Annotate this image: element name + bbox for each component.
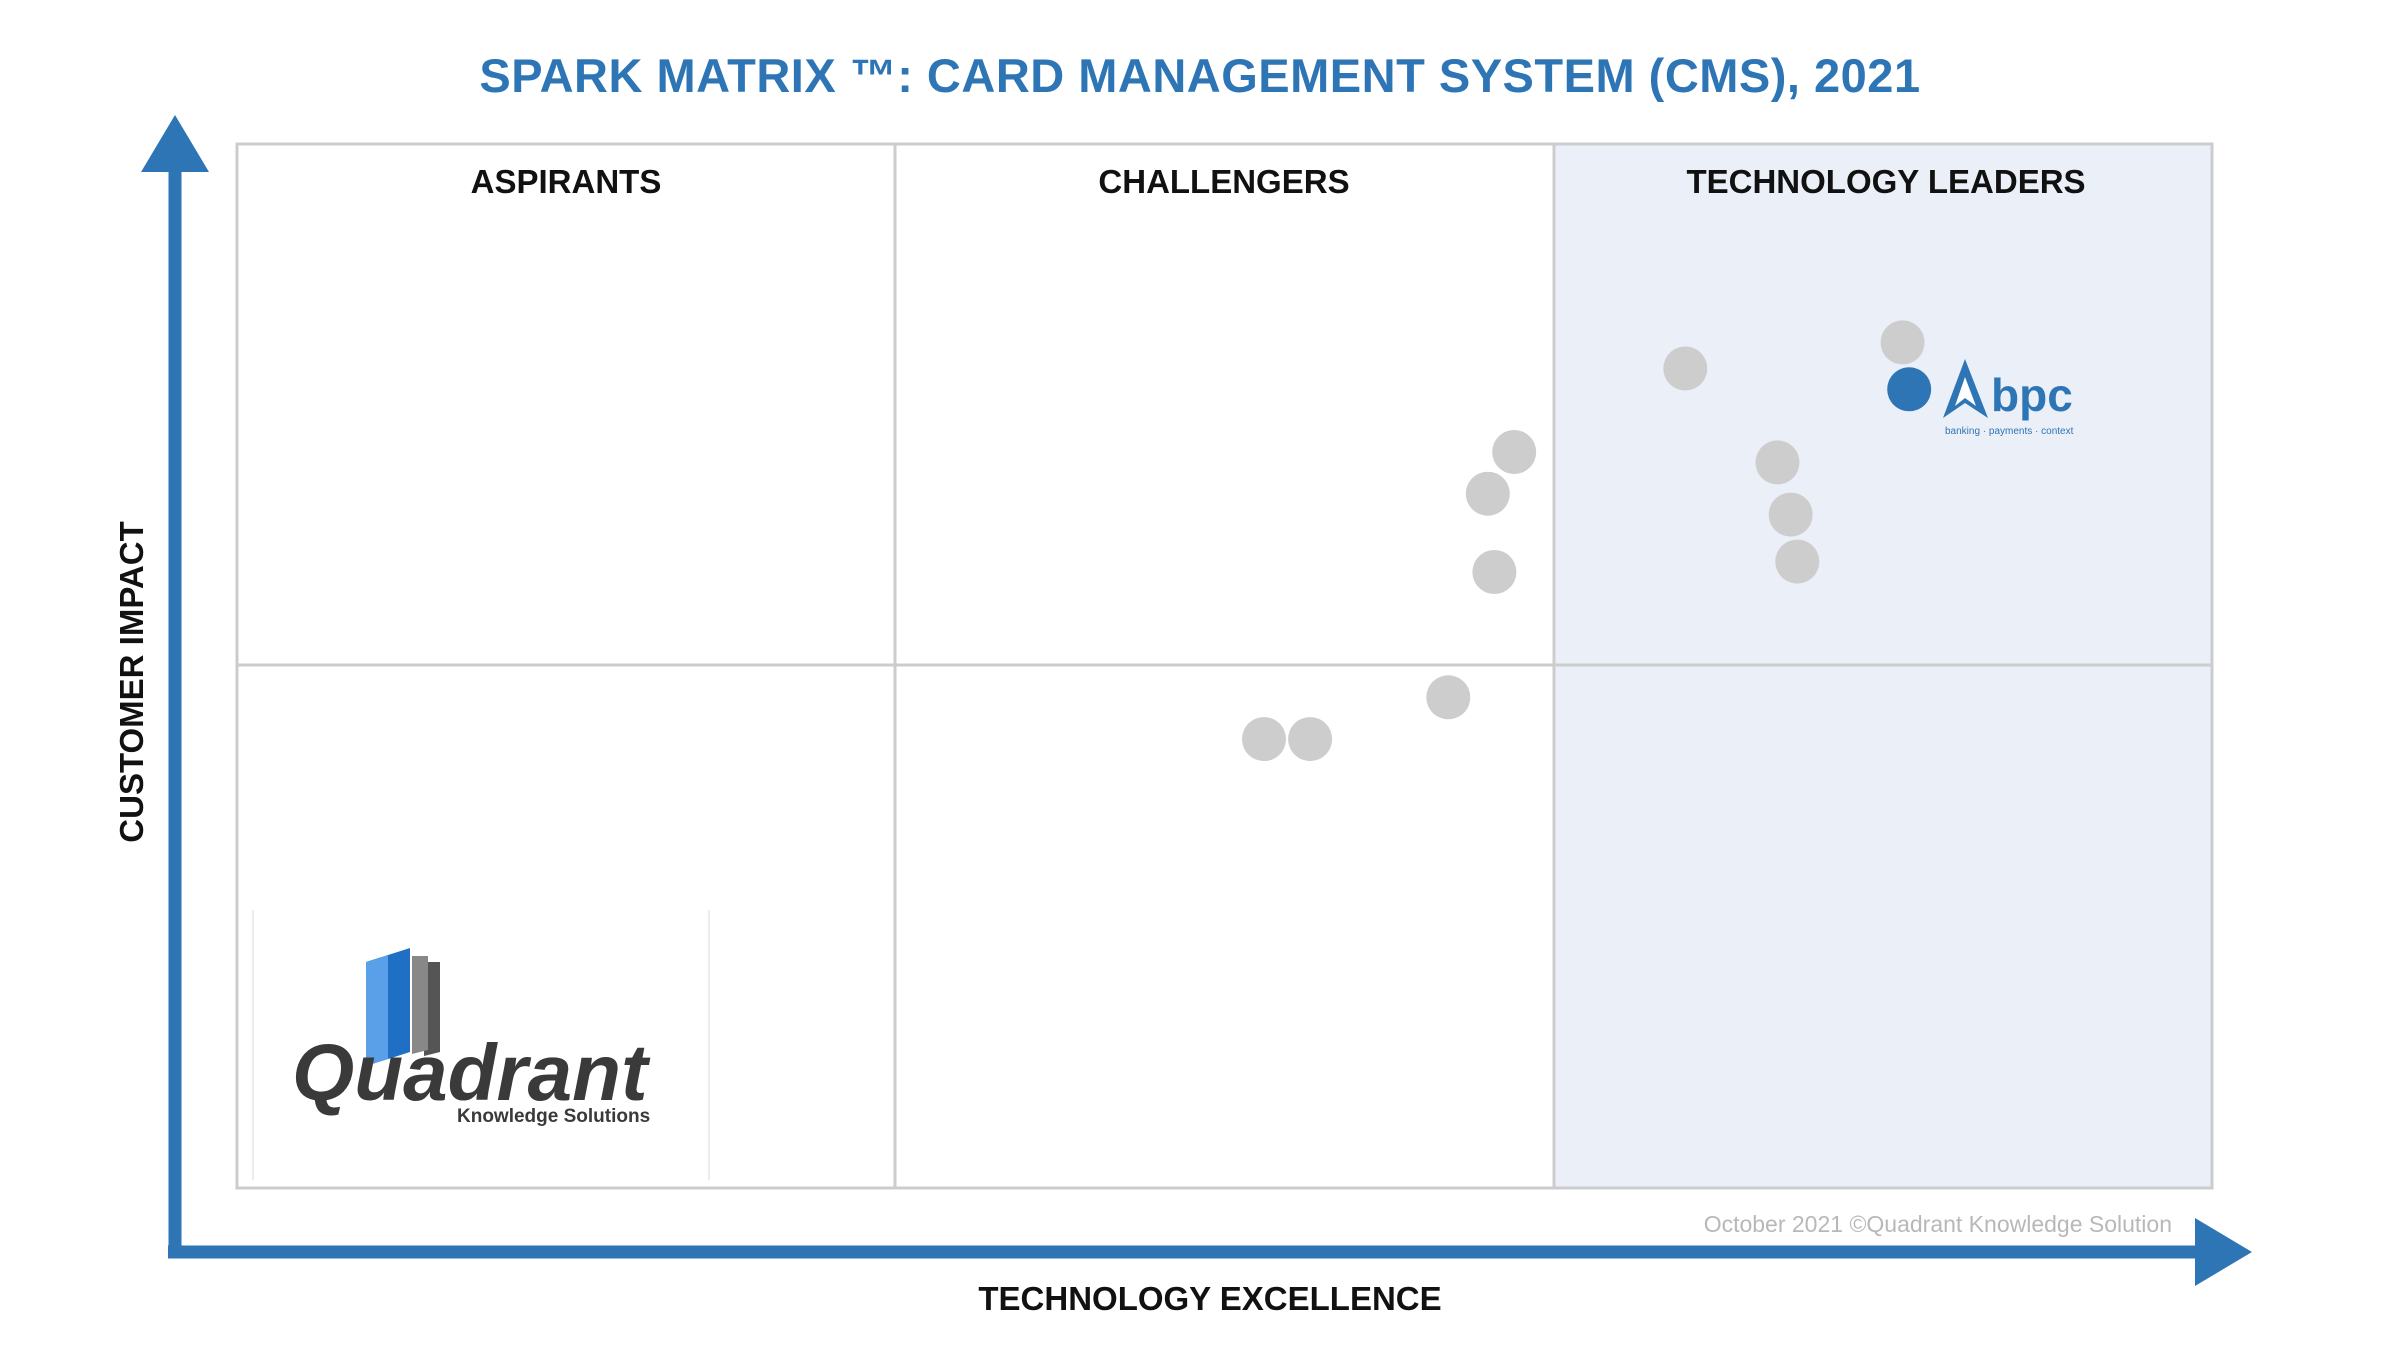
- vendor-point-6: [1775, 539, 1820, 584]
- vendor-point-12: [1288, 717, 1333, 762]
- vendor-point-5: [1768, 492, 1813, 537]
- quadrant-label-challengers: CHALLENGERS: [1098, 163, 1349, 200]
- vendor-point-1: [1880, 320, 1925, 365]
- vendor-point-7: [1492, 430, 1537, 474]
- vendor-point-9: [1472, 550, 1517, 594]
- vendor-point-2: [1663, 346, 1708, 391]
- chart-title: SPARK MATRIX ™: CARD MANAGEMENT SYSTEM (…: [479, 49, 1921, 102]
- bpc-logo-tagline: banking · payments · context: [1945, 426, 2074, 437]
- copyright-note: October 2021 ©Quadrant Knowledge Solutio…: [1704, 1211, 2172, 1237]
- vendor-points: [1242, 320, 1932, 762]
- quadrant-logo-subtitle: Knowledge Solutions: [457, 1106, 650, 1127]
- x-axis-arrow: [168, 1218, 2252, 1286]
- quadrant-label-aspirants: ASPIRANTS: [471, 163, 662, 200]
- vendor-point-11: [1242, 717, 1286, 762]
- vendor-point-10: [1426, 675, 1471, 720]
- quadrant-label-technology-leaders: TECHNOLOGY LEADERS: [1686, 163, 2085, 200]
- book-icon: [366, 948, 440, 1066]
- vendor-point-8: [1465, 471, 1510, 516]
- x-axis-label: TECHNOLOGY EXCELLENCE: [978, 1280, 1441, 1317]
- bpc-logo-name: bpc: [1991, 369, 2073, 421]
- bpc-logo: bpc banking · payments · context: [1943, 359, 2074, 437]
- vendor-point-highlight: [1887, 367, 1932, 412]
- y-axis-arrow: [141, 115, 209, 1252]
- quadrant-logo-name: Quadrant: [292, 1028, 651, 1117]
- quadrant-logo: Quadrant Knowledge Solutions: [252, 910, 710, 1180]
- y-axis-label: CUSTOMER IMPACT: [113, 521, 150, 842]
- vendor-point-4: [1755, 440, 1800, 485]
